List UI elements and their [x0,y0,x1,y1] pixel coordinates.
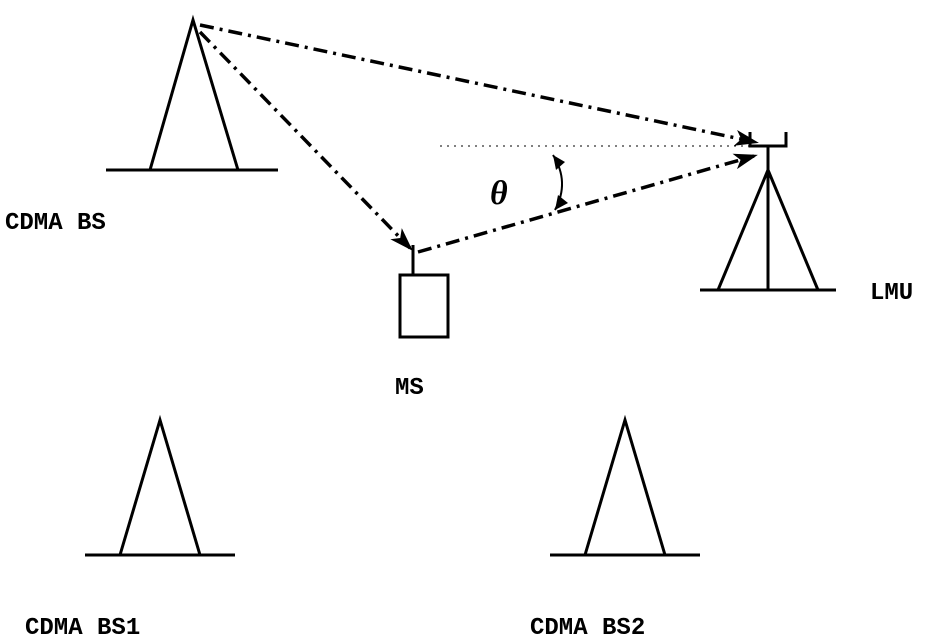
angle-indicator [553,155,568,210]
tower-cdma-bs [106,20,278,170]
diagram-canvas [0,0,930,644]
tower-lmu [700,132,836,290]
signal-path-0 [200,25,755,142]
label-ms: MS [395,375,424,402]
tower-cdma-bs2 [550,420,700,555]
label-cdma-bs1: CDMA BS1 [25,615,140,642]
label-lmu: LMU [870,280,913,307]
tower-cdma-bs1 [85,420,235,555]
signal-path-2 [418,156,754,252]
label-cdma-bs2: CDMA BS2 [530,615,645,642]
label-cdma-bs: CDMA BS [5,210,106,237]
label-theta: θ [490,175,508,213]
mobile-station [400,245,448,337]
